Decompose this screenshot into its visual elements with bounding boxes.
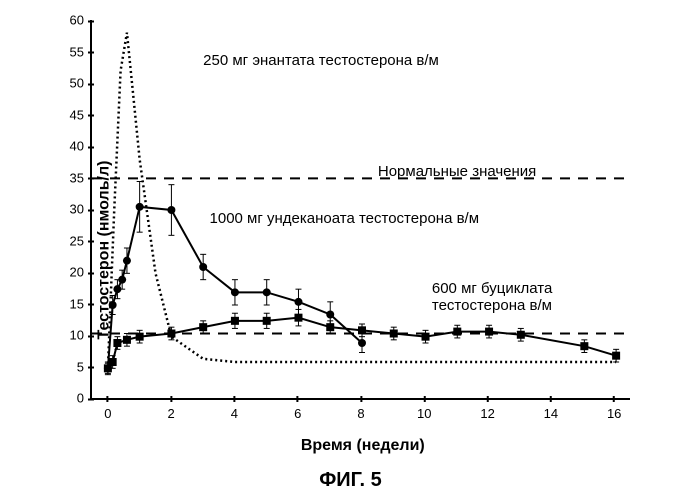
- y-tick: 10: [70, 328, 92, 343]
- y-tick: 50: [70, 76, 92, 91]
- chart-svg: [92, 20, 630, 398]
- x-tick: 14: [544, 398, 558, 421]
- series-label: 600 мг буциклататестостерона в/м: [432, 280, 552, 314]
- y-tick: 0: [77, 391, 92, 406]
- y-tick: 40: [70, 139, 92, 154]
- y-tick: 20: [70, 265, 92, 280]
- figure-label: ФИГ. 5: [319, 469, 382, 492]
- x-tick: 10: [417, 398, 431, 421]
- x-tick: 12: [480, 398, 494, 421]
- series-label: 250 мг энантата тестостерона в/м: [203, 52, 439, 69]
- series-label: 1000 мг ундеканоата тестостерона в/м: [210, 210, 480, 227]
- reference-label: Нормальные значения: [378, 163, 536, 180]
- plot-area: 0510152025303540455055600246810121416Нор…: [90, 20, 630, 400]
- x-tick: 8: [357, 398, 364, 421]
- y-tick: 45: [70, 107, 92, 122]
- y-tick: 60: [70, 13, 92, 28]
- x-axis-label: Время (недели): [301, 437, 425, 455]
- y-tick: 25: [70, 233, 92, 248]
- x-tick: 16: [607, 398, 621, 421]
- x-tick: 0: [104, 398, 111, 421]
- y-tick: 30: [70, 202, 92, 217]
- y-tick: 15: [70, 296, 92, 311]
- y-tick: 55: [70, 44, 92, 59]
- x-tick: 4: [231, 398, 238, 421]
- x-tick: 6: [294, 398, 301, 421]
- y-tick: 5: [77, 359, 92, 374]
- chart-container: Тестостерон (нмоль/л) Время (недели) ФИГ…: [0, 0, 676, 500]
- y-tick: 35: [70, 170, 92, 185]
- x-tick: 2: [167, 398, 174, 421]
